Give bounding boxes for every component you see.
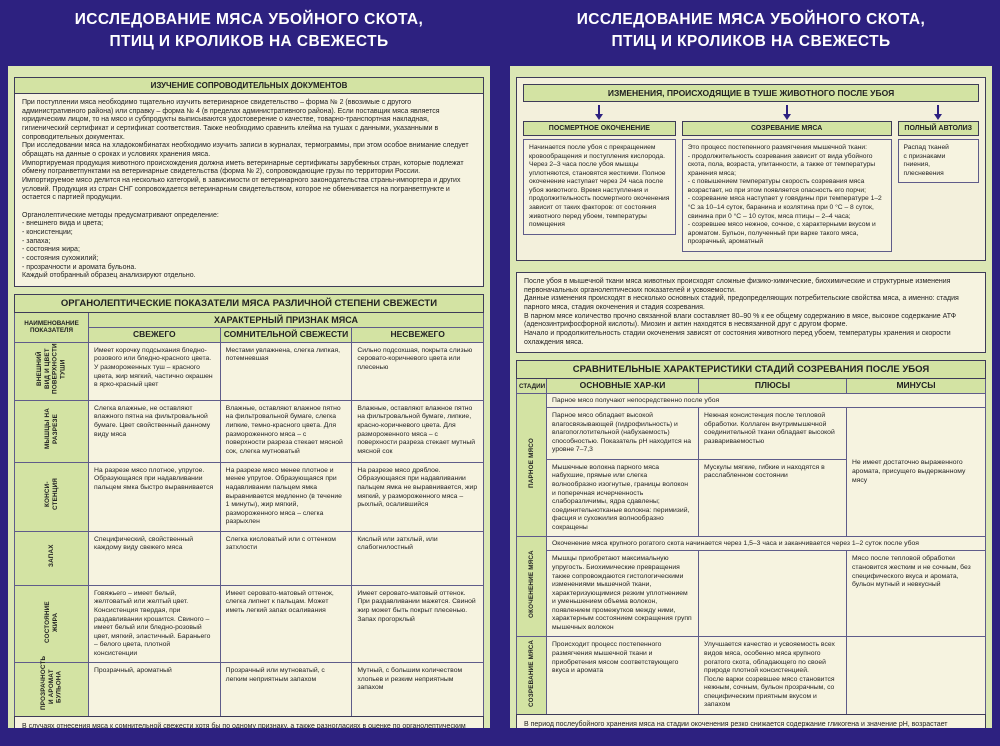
diagram-boxes: ПОСМЕРТНОЕ ОКОЧЕНЕНИЕ Начинается после у… [523, 121, 979, 252]
col-header-fresh: СВЕЖЕГО [88, 327, 221, 343]
row-label: КОНСИ-СТЕНЦИЯ [14, 461, 89, 532]
table-row: Мышечные волокна парного мяса набухшие, … [517, 458, 986, 538]
table-cell: Имеет корочку подсыхания бледно-розового… [88, 341, 221, 401]
stage-intro: Окоченение мяса крупного рогатого скота … [546, 536, 986, 552]
table-row: ОКОЧЕНЕНИЕ МЯСА Окоченение мяса крупного… [516, 536, 986, 638]
table-cell: Слегка влажные, не оставляют влажного пя… [88, 399, 221, 463]
table-cell [846, 636, 986, 716]
stages-table: СРАВНИТЕЛЬНЫЕ ХАРАКТЕРИСТИКИ СТАДИЙ СОЗР… [516, 360, 986, 716]
table-cell: Мускулы мягкие, гибкие и находятся в рас… [698, 458, 847, 538]
row-label: СОСТОЯНИЕ ЖИРА [14, 584, 89, 664]
rigor-mortis-box: ПОСМЕРТНОЕ ОКОЧЕНЕНИЕ Начинается после у… [523, 121, 676, 235]
row-label: ВНЕШНИЙ ВИД И ЦВЕТ ПОВЕРХНОСТИ ТУШИ [14, 341, 89, 401]
table-row: ПРОЗРАЧНОСТЬ И АРОМАТ БУЛЬОНА Прозрачный… [14, 656, 484, 718]
col-header-cons: МИНУСЫ [846, 378, 986, 395]
down-arrow-icon [523, 103, 676, 120]
col-header-stale: НЕСВЕЖЕГО [351, 327, 484, 343]
documents-section-header: ИЗУЧЕНИЕ СОПРОВОДИТЕЛЬНЫХ ДОКУМЕНТОВ [15, 78, 483, 94]
row-header: НАИМЕНОВАНИЕ ПОКАЗАТЕЛЯ [14, 312, 89, 343]
table-cell: Имеет серовато-матовый оттенок. При разд… [351, 584, 484, 664]
table-cell: Сильно подсохшая, покрыта слизью сероват… [351, 341, 484, 401]
row-label: ЗАПАХ [14, 530, 89, 586]
stages-table-title: СРАВНИТЕЛЬНЫЕ ХАРАКТЕРИСТИКИ СТАДИЙ СОЗР… [516, 360, 986, 380]
table-row: СОСТОЯНИЕ ЖИРА Говяжьего – имеет белый, … [14, 584, 484, 664]
stage-label-sozrevanie: СОЗРЕВАНИЕ МЯСА [516, 636, 547, 716]
autolysis-text: Распад тканей с признаками гниения, плес… [897, 139, 979, 184]
stage-label-parnoe: ПАРНОЕ МЯСО [516, 393, 547, 538]
documents-section-body: При поступлении мяса необходимо тщательн… [15, 94, 483, 287]
poster-title-left: ИССЛЕДОВАНИЕ МЯСА УБОЙНОГО СКОТА, ПТИЦ И… [74, 11, 424, 50]
after-slaughter-text: После убоя в мышечной ткани мяса животны… [517, 272, 985, 353]
poster-title-right: ИССЛЕДОВАНИЕ МЯСА УБОЙНОГО СКОТА, ПТИЦ И… [576, 11, 926, 50]
post-slaughter-diagram: ИЗМЕНЕНИЯ, ПРОИСХОДЯЩИЕ В ТУШЕ ЖИВОТНОГО… [516, 77, 986, 261]
table-cell: Мышечные волокна парного мяса набухшие, … [546, 458, 699, 538]
table-cell: Мясо после тепловой обработки становится… [846, 550, 986, 638]
table-cell: Кислый или затхлый, или слабогнилостный [351, 530, 484, 586]
table-cell [698, 550, 847, 638]
table-cell: Не имеет достаточно выраженного аромата,… [846, 407, 986, 538]
table-row: СОЗРЕВАНИЕ МЯСА Происходит процесс посте… [516, 636, 986, 716]
table-cell: Парное мясо обладает высокой влагосвязыв… [546, 407, 699, 460]
table-cell: Слегка кисловатый или с оттенком затхлос… [219, 530, 353, 586]
table-cell: Говяжьего – имеет белый, желтоватый или … [88, 584, 221, 664]
table-cell: Влажные, оставляют влажное пятно на филь… [351, 399, 484, 463]
table-row: ПАРНОЕ МЯСО Парное мясо получают непосре… [516, 393, 986, 538]
row-label: МЫШЦЫ НА РАЗРЕЗЕ [14, 399, 89, 463]
stage-intro: Парное мясо получают непосредственно пос… [546, 393, 986, 409]
rigor-mortis-text: Начинается после убоя с прекращением кро… [523, 139, 676, 235]
organoleptic-table-title: ОРГАНОЛЕПТИЧЕСКИЕ ПОКАЗАТЕЛИ МЯСА РАЗЛИЧ… [14, 294, 484, 314]
stage-label-okochenenie: ОКОЧЕНЕНИЕ МЯСА [516, 536, 547, 638]
organoleptic-table: ОРГАНОЛЕПТИЧЕСКИЕ ПОКАЗАТЕЛИ МЯСА РАЗЛИЧ… [14, 294, 484, 718]
table-cell: Происходит процесс постепенного размягче… [546, 636, 699, 716]
table-cell: Мышцы приобретают максимальную упругость… [546, 550, 699, 638]
group-header: ХАРАКТЕРНЫЙ ПРИЗНАК МЯСА [88, 312, 484, 329]
table-row: МЫШЦЫ НА РАЗРЕЗЕ Слегка влажные, не оста… [14, 399, 484, 463]
autolysis-title: ПОЛНЫЙ АВТОЛИЗ [897, 121, 979, 136]
table-cell: На разрезе мясо дряблое. Образующаяся пр… [351, 461, 484, 532]
col-header-stages: СТАДИИ [516, 378, 547, 395]
table-row: ЗАПАХ Специфический, свойственный каждом… [14, 530, 484, 586]
down-arrow-icon [898, 103, 980, 120]
table-row: Парное мясо обладает высокой влагосвязыв… [517, 407, 986, 538]
col-header-chars: ОСНОВНЫЕ ХАР-КИ [546, 378, 699, 395]
left-panel: ИЗУЧЕНИЕ СОПРОВОДИТЕЛЬНЫХ ДОКУМЕНТОВ При… [8, 66, 490, 728]
table-cell: Прозрачный, ароматный [88, 662, 221, 718]
after-slaughter-section: После убоя в мышечной ткани мяса животны… [516, 271, 986, 354]
diagram-arrows [523, 103, 979, 120]
table-row: КОНСИ-СТЕНЦИЯ На разрезе мясо плотное, у… [14, 461, 484, 532]
table-cell: Нежная консистенция после тепловой обраб… [698, 407, 847, 460]
col-header-pros: ПЛЮСЫ [698, 378, 847, 395]
maturation-text: Это процесс постепенного размягчения мыш… [681, 139, 892, 252]
maturation-box: СОЗРЕВАНИЕ МЯСА Это процесс постепенного… [681, 121, 892, 252]
col-header-doubtful: СОМНИТЕЛЬНОЙ СВЕЖЕСТИ [219, 327, 353, 343]
table-cell: Прозрачный или мутноватый, с легким непр… [219, 662, 353, 718]
documents-section: ИЗУЧЕНИЕ СОПРОВОДИТЕЛЬНЫХ ДОКУМЕНТОВ При… [14, 77, 484, 288]
table-row: Мышцы приобретают максимальную упругость… [517, 550, 986, 638]
table-cell: Местами увлажнена, слегка липкая, потемн… [219, 341, 353, 401]
table-cell: Влажные, оставляют влажное пятно на филь… [219, 399, 353, 463]
left-note: В случаях отнесения мяса к сомнительной … [14, 716, 484, 728]
table-cell: Специфический, свойственный каждому виду… [88, 530, 221, 586]
table-row: ВНЕШНИЙ ВИД И ЦВЕТ ПОВЕРХНОСТИ ТУШИ Имее… [14, 341, 484, 401]
table-cell: Улучшается качество и усвояемость всех в… [698, 636, 847, 716]
rigor-mortis-title: ПОСМЕРТНОЕ ОКОЧЕНЕНИЕ [523, 121, 676, 136]
right-note: В период послеубойного хранения мяса на … [516, 714, 986, 728]
autolysis-box: ПОЛНЫЙ АВТОЛИЗ Распад тканей с признакам… [897, 121, 979, 184]
table-cell: На разрезе мясо плотное, упругое. Образу… [88, 461, 221, 532]
table-cell: На разрезе мясо менее плотное и менее уп… [219, 461, 353, 532]
down-arrow-icon [682, 103, 892, 120]
right-panel: ИЗМЕНЕНИЯ, ПРОИСХОДЯЩИЕ В ТУШЕ ЖИВОТНОГО… [510, 66, 992, 728]
maturation-title: СОЗРЕВАНИЕ МЯСА [681, 121, 892, 136]
table-cell: Имеет серовато-матовый оттенок, слегка л… [219, 584, 353, 664]
diagram-header: ИЗМЕНЕНИЯ, ПРОИСХОДЯЩИЕ В ТУШЕ ЖИВОТНОГО… [523, 84, 979, 102]
row-label: ПРОЗРАЧНОСТЬ И АРОМАТ БУЛЬОНА [14, 656, 89, 718]
table-cell: Мутный, с большим количеством хлопьев и … [351, 662, 484, 718]
